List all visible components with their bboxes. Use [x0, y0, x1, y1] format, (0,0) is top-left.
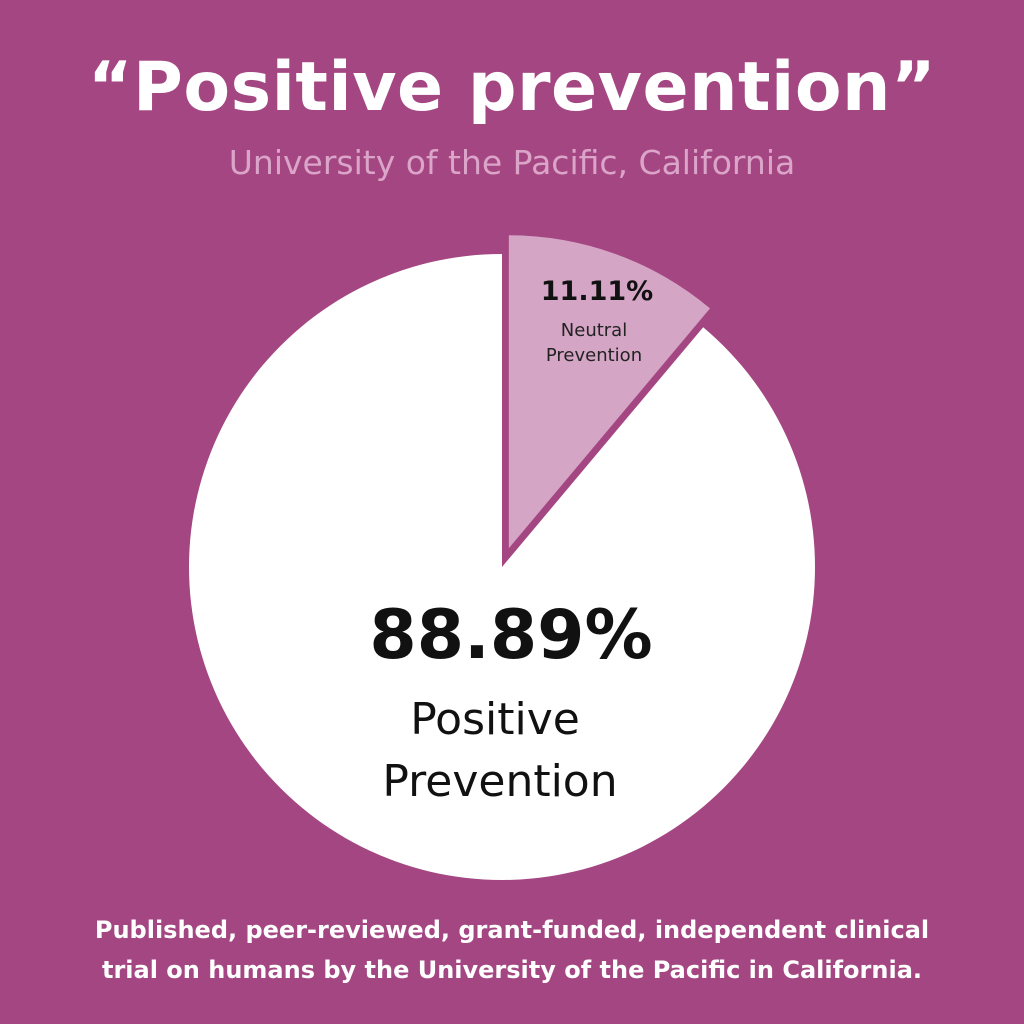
footer-line-1: Published, peer-reviewed, grant-funded, …	[94, 916, 930, 944]
footer-note: Published, peer-reviewed, grant-funded, …	[32, 910, 992, 990]
slice-name-label-positive-line1: Positive	[410, 694, 580, 745]
slice-name-label-positive-line2: Prevention	[382, 756, 617, 807]
slice-name-label-neutral-line2: Prevention	[546, 345, 642, 366]
pie-slice-positive-prevention	[188, 254, 815, 880]
pie-slice-neutral-prevention	[508, 235, 711, 549]
footer-line-2: trial on humans by the University of the…	[101, 956, 923, 984]
slice-value-label-neutral: 11.11%	[541, 276, 653, 307]
slice-value-label-positive: 88.89%	[369, 596, 652, 675]
chart-title: “Positive prevention”	[87, 48, 937, 127]
chart-subtitle: University of the Pacific, California	[228, 143, 796, 182]
slice-name-label-neutral-line1: Neutral	[561, 320, 627, 341]
